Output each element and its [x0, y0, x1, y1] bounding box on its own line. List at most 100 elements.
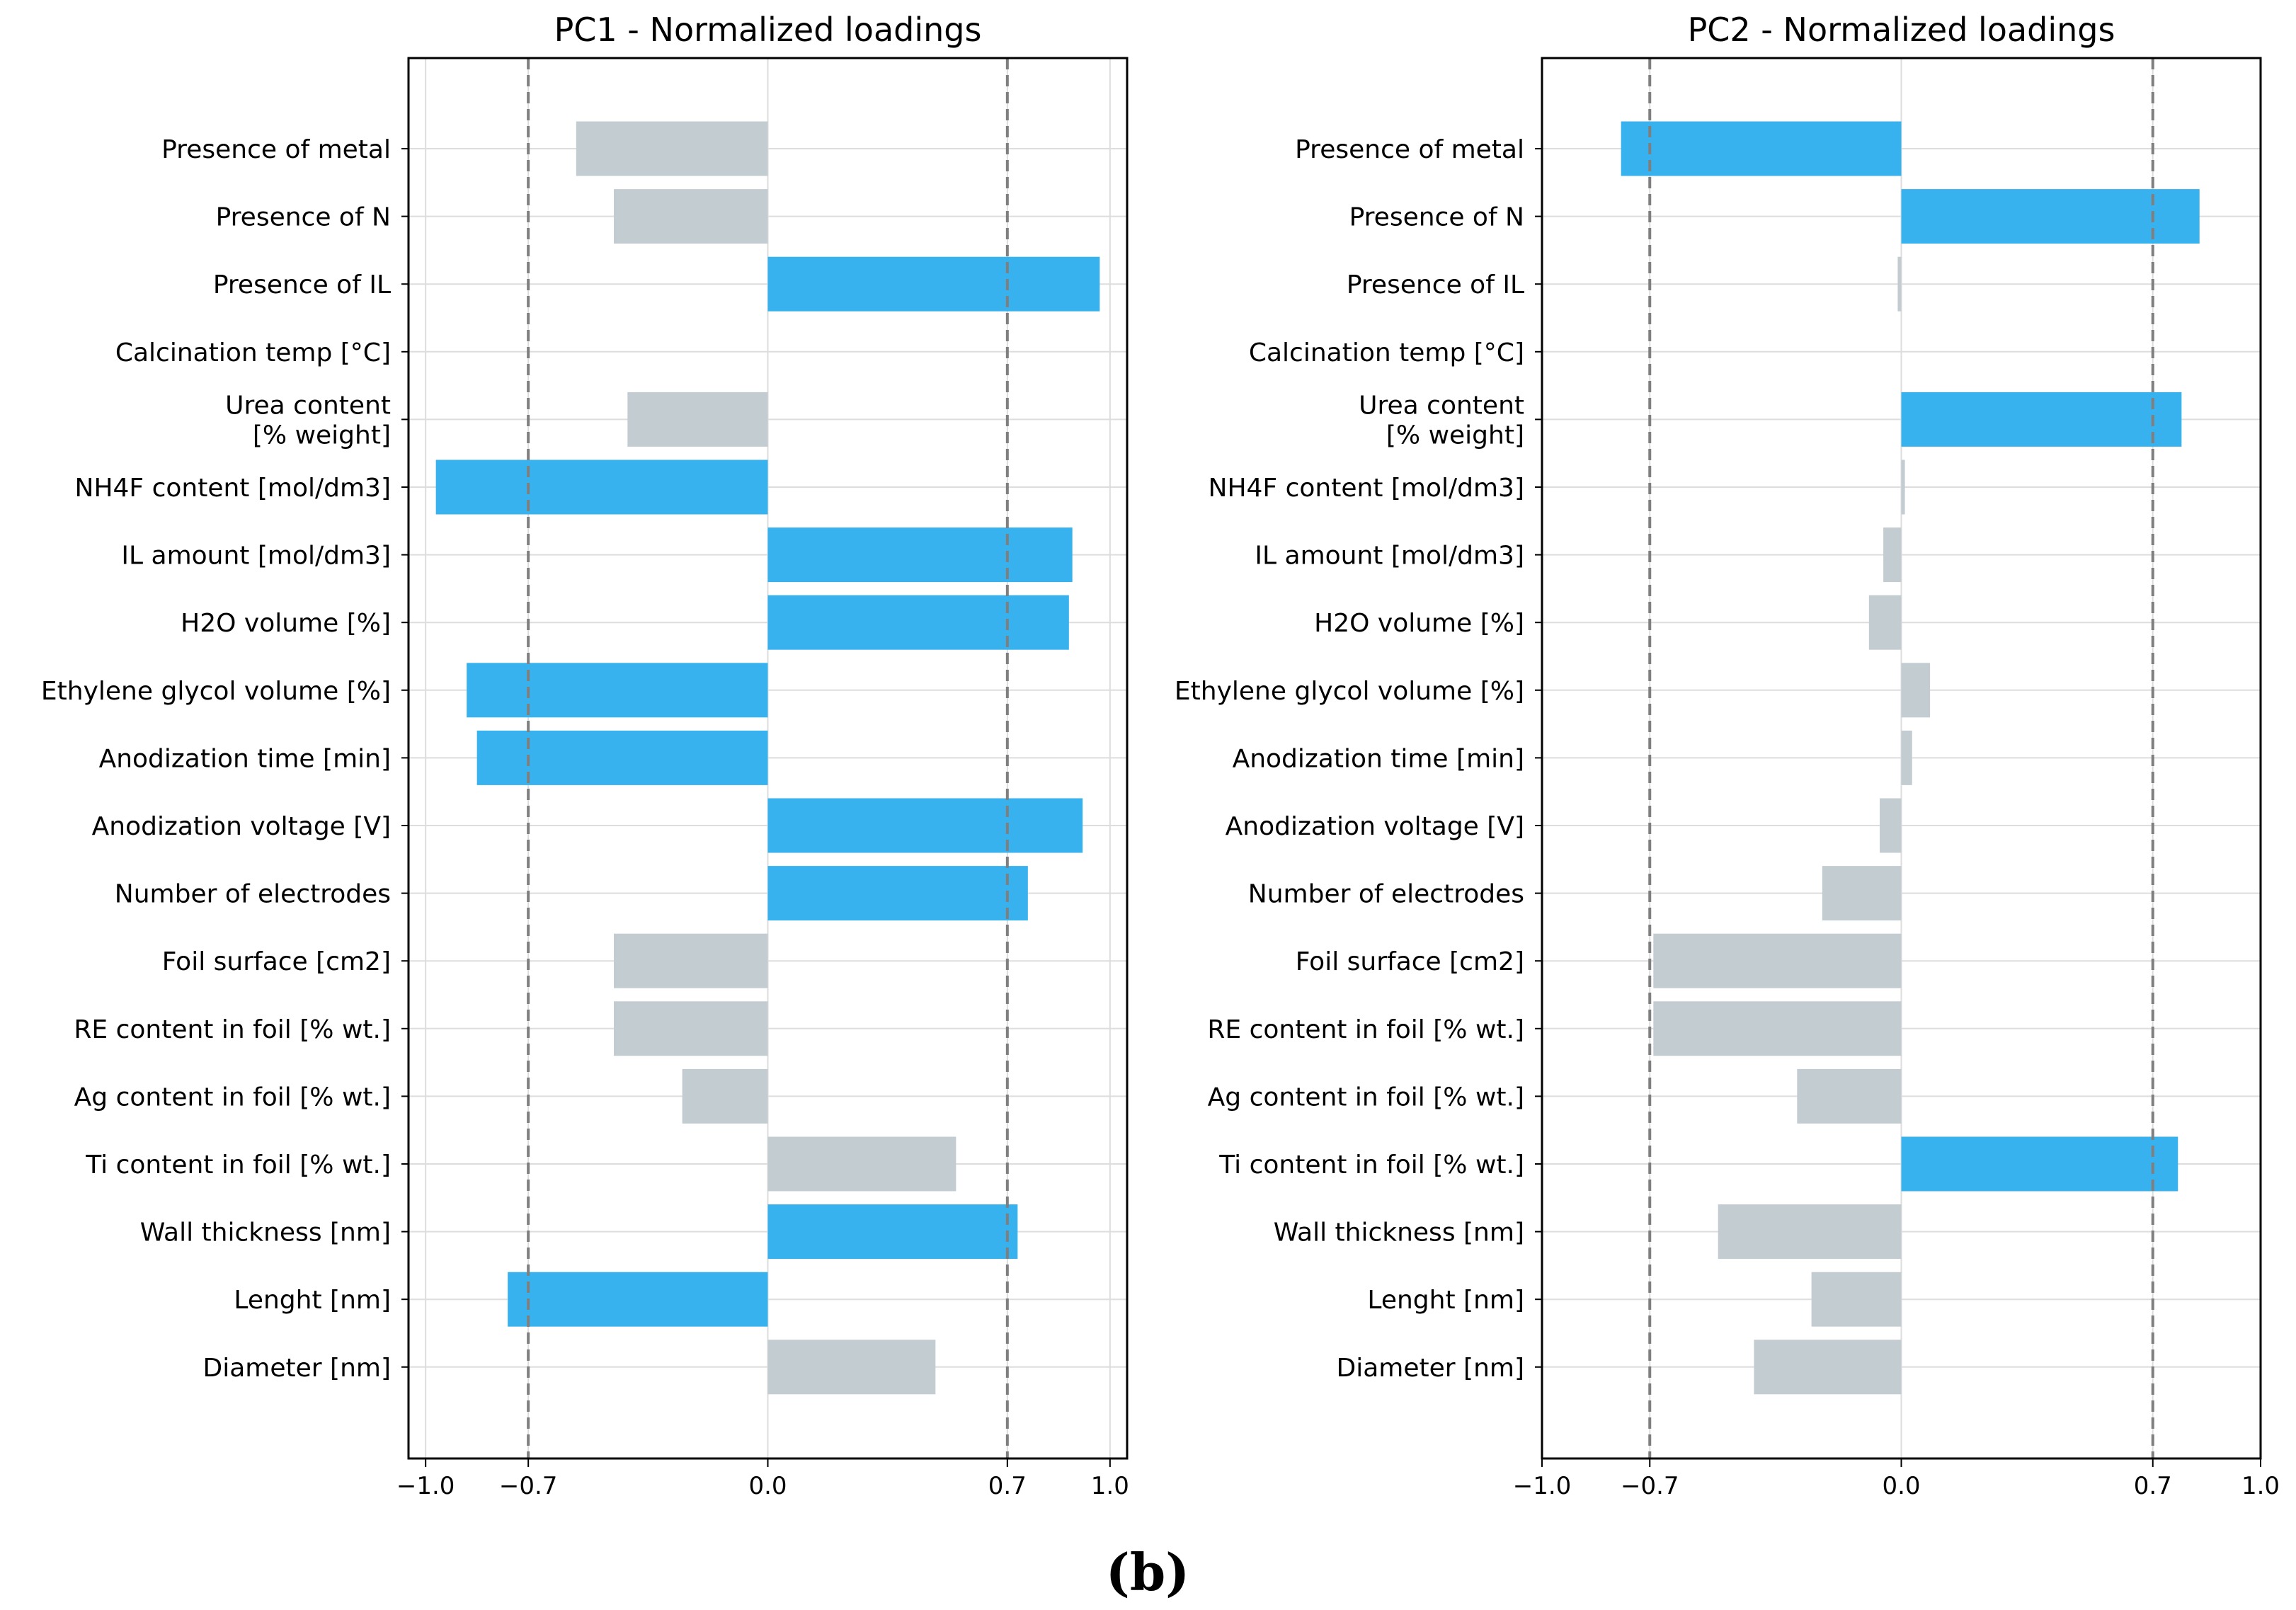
pc1-category-label-line: IL amount [mol/dm3]	[121, 542, 391, 571]
pc1-bar-anodization-voltage-v	[767, 798, 1083, 853]
pc1-category-label-line: Lenght [nm]	[234, 1286, 391, 1315]
pc1-category-label: IL amount [mol/dm3]	[121, 542, 391, 571]
pc2-category-label: RE content in foil [% wt.]	[1207, 1015, 1524, 1044]
pc2-bar-il-amount-mol-dm3	[1883, 527, 1902, 583]
pc1-category-label: Ti content in foil [% wt.]	[85, 1151, 391, 1180]
pc1-xtick-label: 1.0	[1091, 1472, 1129, 1500]
pc2-bar-presence-of-n	[1901, 189, 2200, 244]
pc2-category-label: Ti content in foil [% wt.]	[1218, 1151, 1524, 1180]
pc2-xtick-label: −1.0	[1513, 1472, 1572, 1500]
pc2-category-label-line: [% weight]	[1386, 421, 1524, 450]
pc2-bar-ag-content-in-foil-wt	[1797, 1068, 1902, 1124]
pc2-category-label: Anodization time [min]	[1233, 744, 1524, 773]
pc1-bar-presence-of-metal	[576, 121, 768, 176]
pc1-bar-number-of-electrodes	[767, 866, 1028, 921]
pc2-category-label-line: Ag content in foil [% wt.]	[1208, 1083, 1524, 1112]
pc1-category-label-line: Presence of N	[216, 203, 391, 232]
pc1-category-label-line: Ethylene glycol volume [%]	[41, 677, 391, 706]
pc1-bar-lenght-nm	[508, 1272, 768, 1327]
figure-caption: (b)	[1106, 1542, 1189, 1602]
pc2-bar-presence-of-il	[1897, 256, 1902, 312]
pc1-category-label: Ag content in foil [% wt.]	[74, 1083, 391, 1112]
pc2-bar-lenght-nm	[1811, 1272, 1902, 1327]
pc2-bar-anodization-voltage-v	[1880, 798, 1902, 853]
pc2-category-label: Presence of IL	[1347, 270, 1524, 299]
pc2-category-label-line: Anodization time [min]	[1233, 744, 1524, 773]
pc2-category-label: Ag content in foil [% wt.]	[1208, 1083, 1524, 1112]
pc2-bar-ti-content-in-foil-wt	[1901, 1136, 2178, 1192]
pc1-category-label-line: Ag content in foil [% wt.]	[74, 1083, 391, 1112]
pc1-xtick-label: −0.7	[499, 1472, 558, 1500]
pc2-category-label-line: Ethylene glycol volume [%]	[1175, 677, 1524, 706]
pc2-bar-h2o-volume	[1868, 595, 1902, 650]
pc1-category-label: Foil surface [cm2]	[162, 947, 391, 976]
pc2-category-label: Presence of metal	[1295, 135, 1524, 164]
pc1-category-label: Calcination temp [°C]	[115, 338, 391, 367]
pc2-category-label-line: Lenght [nm]	[1367, 1286, 1524, 1315]
pc2-category-label: Anodization voltage [V]	[1226, 812, 1524, 841]
pc1-category-label-line: Presence of metal	[161, 135, 391, 164]
pc2-bar-foil-surface-cm2	[1653, 933, 1902, 988]
pc1-category-label-line: Foil surface [cm2]	[162, 947, 391, 976]
pc2-category-label-line: NH4F content [mol/dm3]	[1209, 474, 1524, 503]
pc2-category-label-line: Calcination temp [°C]	[1249, 338, 1524, 367]
pc1-category-label-line: Anodization voltage [V]	[92, 812, 391, 841]
pc2-category-label-line: Foil surface [cm2]	[1296, 947, 1524, 976]
pc1-xtick-label: 0.0	[748, 1472, 787, 1500]
pc2-category-label: Lenght [nm]	[1367, 1286, 1524, 1315]
pc1-bar-nh4f-content-mol-dm3	[435, 459, 768, 515]
pc2-category-label: Number of electrodes	[1248, 880, 1524, 909]
pc2-bar-nh4f-content-mol-dm3	[1901, 459, 1905, 515]
pc1-bar-urea-content-weight	[627, 392, 768, 447]
pc2-xtick-label: 1.0	[2241, 1472, 2280, 1500]
pc1-category-label: Presence of N	[216, 203, 391, 232]
pc1-category-label: NH4F content [mol/dm3]	[75, 474, 391, 503]
pc1-bar-presence-of-il	[767, 256, 1100, 312]
pc2-category-label-line: Urea content	[1359, 391, 1524, 420]
pc1-category-label: Anodization time [min]	[99, 744, 391, 773]
pc1-category-label: Presence of IL	[213, 270, 391, 299]
pc1-bar-ethylene-glycol-volume	[467, 663, 768, 718]
pc2-category-label: Wall thickness [nm]	[1274, 1218, 1524, 1248]
pc1-xtick-label: −1.0	[396, 1472, 455, 1500]
pc1-bar-ti-content-in-foil-wt	[767, 1136, 956, 1192]
pc1-chart-title: PC1 - Normalized loadings	[554, 11, 982, 49]
pc2-category-label: NH4F content [mol/dm3]	[1209, 474, 1524, 503]
pc2-bar-diameter-nm	[1754, 1340, 1902, 1395]
pc2-category-label: Urea content [% weight]	[1359, 391, 1524, 450]
pc1-category-label-line: Diameter [nm]	[203, 1354, 391, 1383]
pc1-category-label-line: Wall thickness [nm]	[140, 1218, 391, 1248]
pc1-category-label-line: Urea content	[225, 391, 391, 420]
pc1-bar-foil-surface-cm2	[614, 933, 768, 988]
pc2-category-label-line: Diameter [nm]	[1337, 1354, 1524, 1383]
pc1-category-label-line: [% weight]	[253, 421, 391, 450]
pc2-category-label: Foil surface [cm2]	[1296, 947, 1524, 976]
pc2-bar-wall-thickness-nm	[1718, 1204, 1902, 1260]
pc1-category-label-line: RE content in foil [% wt.]	[74, 1015, 391, 1044]
pc2-bar-urea-content-weight	[1901, 392, 2182, 447]
pc1-category-label-line: Presence of IL	[213, 270, 391, 299]
pc2-category-label-line: IL amount [mol/dm3]	[1255, 542, 1524, 571]
pc2-bar-ethylene-glycol-volume	[1901, 663, 1931, 718]
pc2-category-label-line: Ti content in foil [% wt.]	[1218, 1151, 1524, 1180]
pc1-bar-h2o-volume	[767, 595, 1069, 650]
pc2-xtick-label: 0.0	[1882, 1472, 1920, 1500]
pc2-category-label: IL amount [mol/dm3]	[1255, 542, 1524, 571]
pc1-category-label: Urea content [% weight]	[225, 391, 391, 450]
pc2-category-label: H2O volume [%]	[1314, 609, 1524, 638]
pc1-category-label: Anodization voltage [V]	[92, 812, 391, 841]
pc2-panel: PC2 - Normalized loadings Presence of met…	[1175, 11, 2280, 1500]
pc2-xtick-label: −0.7	[1621, 1472, 1679, 1500]
pc2-category-label: Presence of N	[1349, 203, 1524, 232]
pc1-category-label: Number of electrodes	[115, 880, 391, 909]
pc1-bar-ag-content-in-foil-wt	[682, 1068, 768, 1124]
pc2-category-label: Ethylene glycol volume [%]	[1175, 677, 1524, 706]
pc1-category-label: Ethylene glycol volume [%]	[41, 677, 391, 706]
pc2-category-label-line: Presence of N	[1349, 203, 1524, 232]
pc1-panel: PC1 - Normalized loadings Presence of met…	[41, 11, 1129, 1500]
pc1-bar-il-amount-mol-dm3	[767, 527, 1073, 583]
pc2-category-label-line: Number of electrodes	[1248, 880, 1524, 909]
pc1-category-label-line: Number of electrodes	[115, 880, 391, 909]
pc1-bar-diameter-nm	[767, 1340, 936, 1395]
pc1-category-label-line: Anodization time [min]	[99, 744, 391, 773]
